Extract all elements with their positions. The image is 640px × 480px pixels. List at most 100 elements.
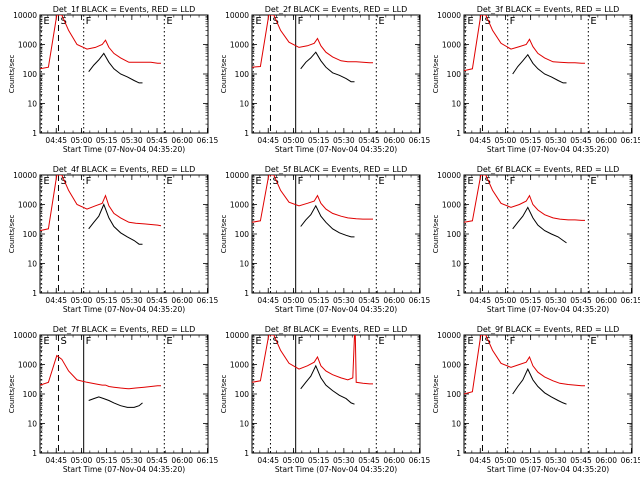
events-series-line (512, 53, 567, 84)
x-tick-label: 06:00 (383, 456, 405, 465)
chart-title: Det_2f BLACK = Events, RED = LLD (265, 5, 408, 14)
x-tick-label: 05:00 (283, 136, 305, 145)
marker-label: S (60, 16, 66, 27)
y-tick-label: 100 (447, 390, 462, 399)
x-tick-label: 05:45 (570, 296, 592, 305)
y-tick-label: 100 (447, 230, 462, 239)
chart-title: Det_5f BLACK = Events, RED = LLD (265, 165, 408, 174)
plot-frame (251, 334, 421, 454)
x-tick-label: 05:30 (121, 456, 143, 465)
series-group (40, 15, 161, 84)
x-tick-label: 05:45 (358, 296, 380, 305)
x-tick-label: 05:45 (570, 136, 592, 145)
y-tick-label: 1000 (442, 41, 461, 50)
y-axis-label: Counts/sec (432, 55, 440, 94)
x-tick-label: 04:45 (469, 296, 491, 305)
x-tick-label: 05:15 (520, 136, 542, 145)
y-tick-label: 10 (239, 260, 249, 269)
x-axis-label: Start Time (07-Nov-04 04:35:20) (487, 305, 609, 314)
x-tick-label: 04:45 (469, 456, 491, 465)
y-tick-label: 100 (235, 390, 250, 399)
x-tick-label: 05:00 (283, 456, 305, 465)
marker-label: E (43, 176, 49, 187)
series-group (252, 15, 373, 83)
x-tick-label: 05:30 (121, 296, 143, 305)
x-tick-label: 05:30 (333, 136, 355, 145)
y-tick-label: 100 (235, 70, 250, 79)
marker-label: F (298, 16, 304, 27)
x-tick-label: 05:00 (495, 456, 517, 465)
x-tick-label: 06:00 (595, 456, 617, 465)
plot-frame (39, 334, 209, 454)
x-tick-label: 05:15 (96, 136, 118, 145)
y-tick-label: 1 (32, 449, 37, 458)
x-tick-label: 05:15 (520, 456, 542, 465)
marker-label: F (510, 336, 516, 347)
marker-label: E (590, 336, 596, 347)
y-tick-label: 1 (456, 289, 461, 298)
events-series-line (88, 52, 143, 84)
marker-label: S (60, 176, 66, 187)
lld-series-line (252, 335, 373, 385)
x-tick-label: 06:00 (171, 296, 193, 305)
x-tick-label: 06:15 (621, 456, 640, 465)
x-tick-label: 05:15 (96, 296, 118, 305)
marker-label: E (467, 176, 473, 187)
plot-frame (463, 334, 633, 454)
y-axis-label: Counts/sec (432, 375, 440, 414)
y-tick-label: 100 (23, 230, 38, 239)
y-tick-label: 10000 (13, 171, 37, 180)
x-tick-label: 05:45 (146, 296, 168, 305)
x-tick-label: 05:00 (71, 296, 93, 305)
x-tick-label: 04:45 (257, 456, 279, 465)
marker-label: E (43, 336, 49, 347)
series-group (252, 175, 373, 238)
y-tick-label: 10 (451, 420, 461, 429)
events-series-line (512, 206, 567, 244)
marker-label: F (510, 16, 516, 27)
x-tick-label: 04:45 (257, 136, 279, 145)
x-tick-label: 05:00 (283, 296, 305, 305)
y-axis-label: Counts/sec (220, 375, 228, 414)
y-tick-label: 10000 (437, 11, 461, 20)
marker-label: E (467, 16, 473, 27)
plot-frame (251, 174, 421, 294)
y-tick-label: 100 (23, 390, 38, 399)
events-series-line (300, 204, 355, 238)
y-tick-label: 10000 (13, 11, 37, 20)
lld-series-line (464, 335, 585, 395)
x-tick-label: 05:15 (96, 456, 118, 465)
x-tick-label: 06:00 (595, 136, 617, 145)
x-axis-label: Start Time (07-Nov-04 04:35:20) (275, 305, 397, 314)
chart-panel-5: Det_5f BLACK = Events, RED = LLD 1 10 100 10… (220, 165, 430, 314)
y-tick-label: 1000 (230, 41, 249, 50)
y-tick-label: 1 (32, 129, 37, 138)
y-axis-label: Counts/sec (8, 375, 16, 414)
y-tick-label: 10 (27, 260, 37, 269)
x-tick-label: 05:15 (308, 456, 330, 465)
y-tick-label: 1 (456, 129, 461, 138)
marker-label: E (378, 16, 384, 27)
lld-series-line (40, 175, 162, 232)
lld-series-line (252, 175, 373, 223)
marker-label: E (166, 16, 172, 27)
x-tick-label: 04:45 (45, 136, 67, 145)
marker-label: E (590, 176, 596, 187)
plot-frame (463, 14, 633, 134)
x-tick-label: 04:45 (257, 296, 279, 305)
series-group (40, 175, 162, 245)
chart-panel-3: Det_3f BLACK = Events, RED = LLD 1 10 100 10… (432, 5, 640, 154)
y-tick-label: 10000 (225, 11, 249, 20)
chart-panel-9: Det_9f BLACK = Events, RED = LLD 1 10 100 10… (432, 325, 640, 474)
chart-panel-7: Det_7f BLACK = Events, RED = LLD 1 10 100 10… (8, 325, 218, 474)
series-group (464, 175, 585, 244)
x-tick-label: 06:15 (409, 296, 431, 305)
y-tick-label: 10 (239, 100, 249, 109)
y-tick-label: 10000 (437, 171, 461, 180)
y-tick-label: 1000 (230, 201, 249, 210)
y-tick-label: 1000 (442, 361, 461, 370)
chart-panel-4: Det_4f BLACK = Events, RED = LLD 1 10 100 10… (8, 165, 218, 314)
x-tick-label: 05:15 (308, 296, 330, 305)
chart-panel-1: Det_1f BLACK = Events, RED = LLD 1 10 100 10… (8, 5, 218, 154)
